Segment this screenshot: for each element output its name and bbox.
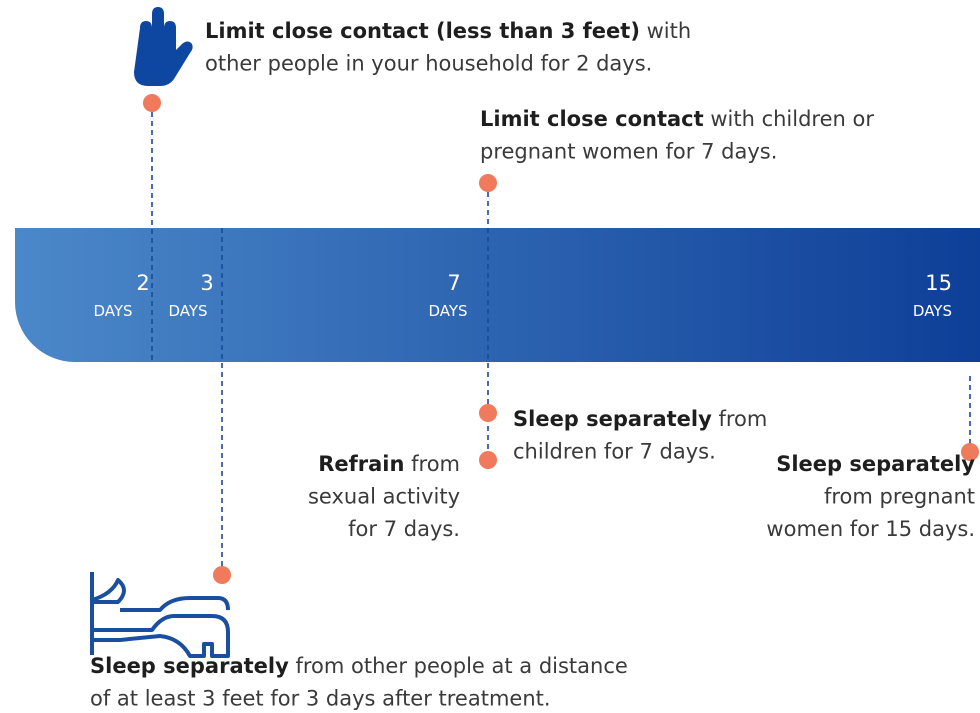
note-text: from [404, 452, 460, 476]
note-text: of at least 3 feet for 3 days after trea… [90, 687, 551, 711]
note-line: Sleep separately [776, 452, 975, 476]
note-line: Refrain from [318, 452, 460, 476]
note-text: other people in your household for 2 day… [205, 52, 652, 76]
marker-number: 3 [200, 271, 213, 295]
note-text: from pregnant [824, 485, 975, 509]
note-text: women for 15 days. [766, 517, 975, 541]
bed-icon [90, 572, 230, 658]
marker-unit: DAYS [428, 302, 467, 320]
note-line: Limit close contact with children or [480, 107, 874, 131]
marker-unit: DAYS [913, 302, 952, 320]
dot [479, 174, 497, 192]
note-text: children for 7 days. [513, 440, 716, 464]
hand-icon [134, 7, 193, 86]
dot [479, 451, 497, 469]
note-line: pregnant women for 7 days. [480, 140, 777, 164]
note-text: from other people at a distance [289, 654, 628, 678]
marker-number: 15 [925, 271, 952, 295]
note-line: women for 15 days. [766, 517, 975, 541]
note-line: of at least 3 feet for 3 days after trea… [90, 687, 551, 711]
marker-number: 2 [136, 271, 149, 295]
note-line: children for 7 days. [513, 440, 716, 464]
note-text: for 7 days. [348, 517, 460, 541]
marker-unit: DAYS [93, 302, 132, 320]
note-line: Limit close contact (less than 3 feet) w… [205, 19, 691, 43]
note-line: other people in your household for 2 day… [205, 52, 652, 76]
note-text: from [712, 407, 768, 431]
note-emphasis: Sleep separately [513, 407, 712, 431]
dot [213, 566, 231, 584]
dot [479, 404, 497, 422]
note-line: sexual activity [308, 485, 460, 509]
timeline-band [15, 228, 980, 362]
note-line: for 7 days. [348, 517, 460, 541]
notes: Limit close contact (less than 3 feet) w… [90, 19, 975, 711]
dot [961, 443, 979, 461]
note-text: sexual activity [308, 485, 460, 509]
note-line: from pregnant [824, 485, 975, 509]
note-emphasis: Limit close contact [480, 107, 704, 131]
marker-unit: DAYS [168, 302, 207, 320]
note-emphasis: Limit close contact (less than 3 feet) [205, 19, 640, 43]
note-line: Sleep separately from [513, 407, 767, 431]
note-text: with [640, 19, 691, 43]
marker-number: 7 [447, 271, 460, 295]
note-line: Sleep separately from other people at a … [90, 654, 628, 678]
note-emphasis: Sleep separately [90, 654, 289, 678]
note-text: with children or [704, 107, 875, 131]
note-emphasis: Sleep separately [776, 452, 975, 476]
dot [143, 94, 161, 112]
note-text: pregnant women for 7 days. [480, 140, 777, 164]
note-emphasis: Refrain [318, 452, 404, 476]
